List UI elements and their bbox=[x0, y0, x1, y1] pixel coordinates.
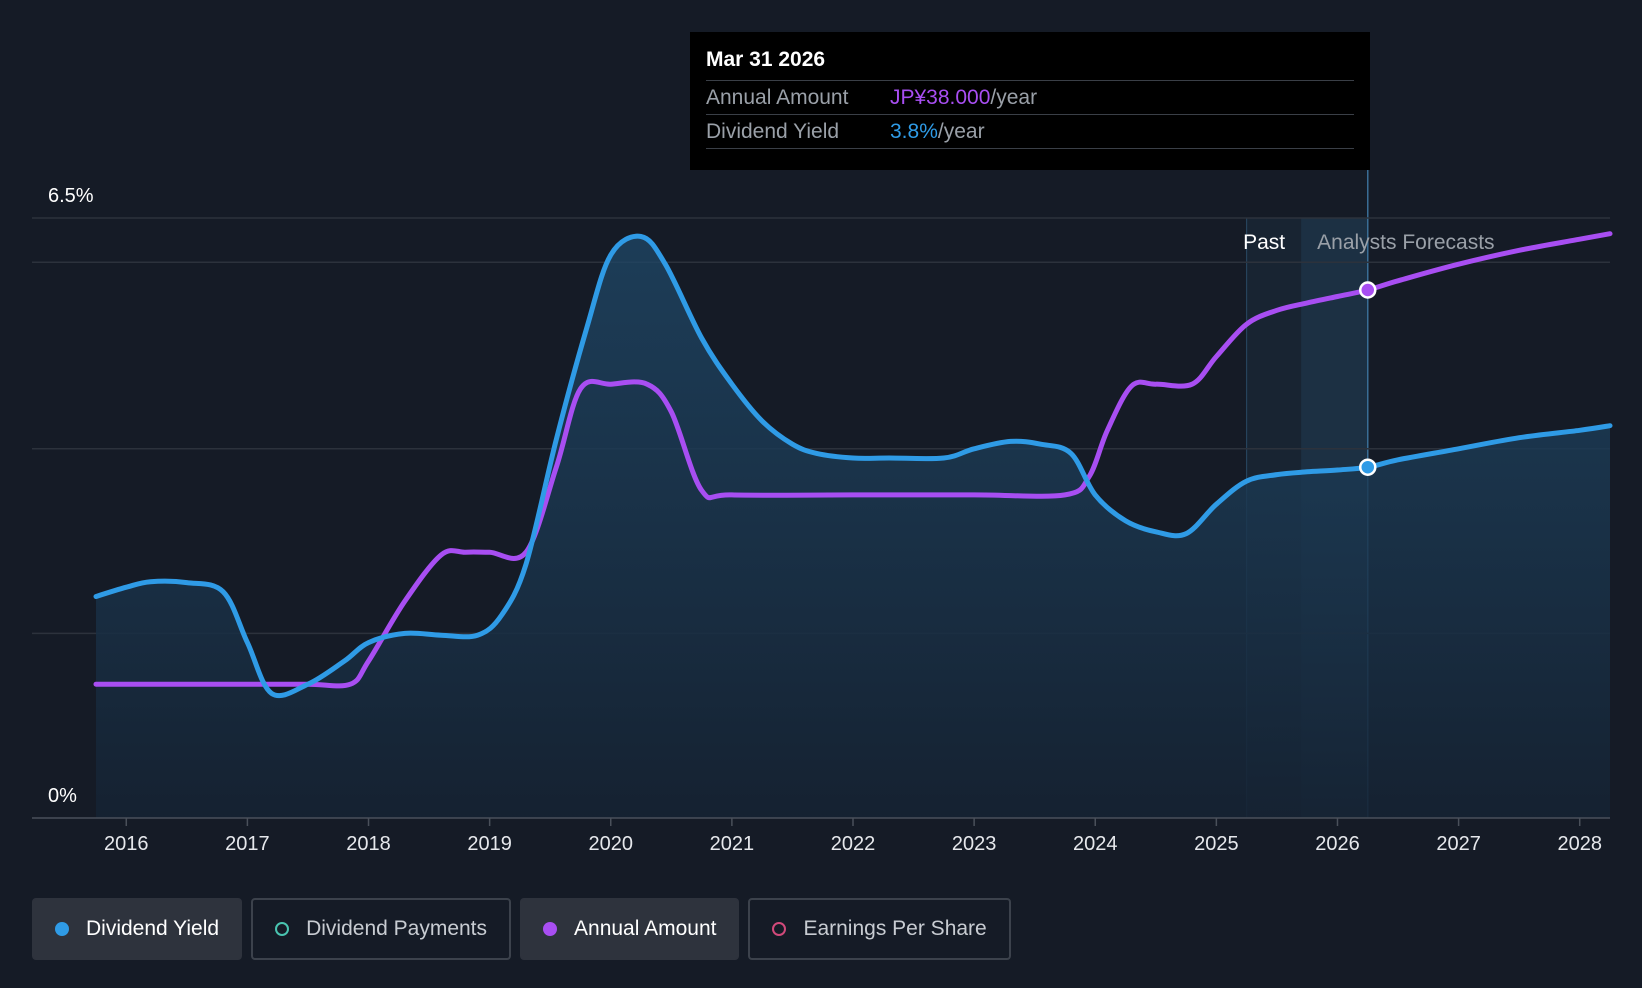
yield-marker bbox=[1359, 458, 1377, 476]
x-tick-label: 2019 bbox=[467, 833, 512, 855]
tooltip-date: Mar 31 2026 bbox=[706, 46, 1354, 81]
tooltip-annual-label: Annual Amount bbox=[706, 86, 849, 109]
tooltip-annual-row: Annual Amount JP¥38.000/year bbox=[706, 81, 1354, 115]
legend-dividend-payments[interactable]: Dividend Payments bbox=[251, 898, 512, 960]
legend-label: Earnings Per Share bbox=[803, 917, 987, 940]
x-tick-label: 2025 bbox=[1194, 833, 1239, 855]
x-tick-label: 2018 bbox=[346, 833, 391, 855]
legend-label: Dividend Yield bbox=[86, 917, 220, 940]
x-tick-label: 2021 bbox=[710, 833, 755, 855]
legend-circle-icon bbox=[772, 922, 787, 936]
past-label: Past bbox=[1243, 231, 1285, 254]
legend-dot-icon bbox=[543, 922, 558, 936]
tooltip-yield-label: Dividend Yield bbox=[706, 120, 840, 143]
x-tick-label: 2027 bbox=[1436, 833, 1481, 855]
dividend-yield-line bbox=[93, 233, 1613, 699]
x-tick-label: 2024 bbox=[1073, 833, 1118, 855]
tooltip-yield-unit: /year bbox=[937, 120, 985, 143]
x-tick-label: 2016 bbox=[104, 833, 149, 855]
forecast-label: Analysts Forecasts bbox=[1317, 231, 1494, 254]
x-tick-label: 2020 bbox=[589, 833, 634, 855]
legend-circle-icon bbox=[275, 922, 290, 936]
x-tick-label: 2023 bbox=[952, 833, 997, 855]
legend-annual-amount[interactable]: Annual Amount bbox=[520, 898, 740, 960]
annual-marker bbox=[1359, 281, 1377, 299]
y-tick-label: 6.5% bbox=[48, 185, 94, 207]
legend-dot-icon bbox=[55, 922, 69, 936]
dividend-yield-area bbox=[96, 236, 1610, 818]
legend-earnings-per-share[interactable]: Earnings Per Share bbox=[748, 898, 1011, 960]
x-tick-label: 2026 bbox=[1315, 833, 1360, 855]
x-tick-label: 2022 bbox=[831, 833, 876, 855]
legend-dividend-yield[interactable]: Dividend Yield bbox=[32, 898, 243, 960]
annual-amount-line bbox=[93, 231, 1613, 689]
y-tick-label: 0% bbox=[48, 785, 77, 807]
tooltip-yield-row: Dividend Yield 3.8%/year bbox=[706, 115, 1354, 149]
tooltip-annual-unit: /year bbox=[990, 86, 1038, 109]
x-tick-label: 2028 bbox=[1557, 833, 1602, 855]
chart-tooltip: Mar 31 2026 Annual Amount JP¥38.000/year … bbox=[690, 32, 1370, 170]
legend-label: Annual Amount bbox=[574, 917, 717, 940]
x-tick-label: 2017 bbox=[225, 833, 270, 855]
tooltip-yield-value: 3.8% bbox=[890, 120, 938, 143]
chart-legend: Dividend Yield Dividend Payments Annual … bbox=[32, 898, 1011, 960]
legend-label: Dividend Payments bbox=[306, 917, 488, 940]
tooltip-annual-value: JP¥38.000 bbox=[890, 86, 991, 109]
